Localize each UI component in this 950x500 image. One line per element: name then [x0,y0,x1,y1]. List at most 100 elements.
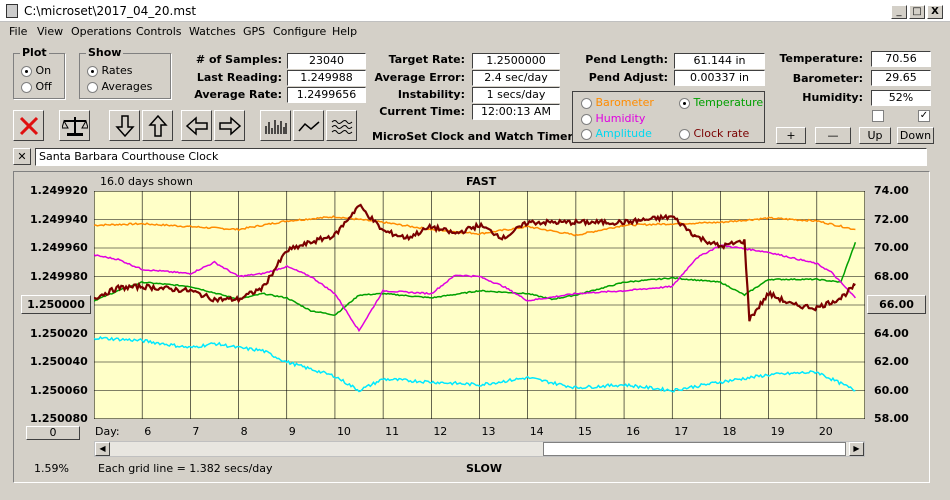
menu-operations[interactable]: Operations [71,25,132,38]
arrow-left-icon [185,115,208,136]
right-center-button[interactable]: 66.00 [867,295,926,314]
percent-label: 1.59% [34,462,69,475]
menu-configure[interactable]: Configure [273,25,327,38]
x-tick-label: 10 [336,425,351,438]
x-tick-label: 8 [240,425,248,438]
target-rate-value: 1.2500000 [472,53,560,69]
menu-file[interactable]: File [9,25,28,38]
samples-value: 23040 [287,53,366,69]
barometer-label: Barometer: [792,72,863,85]
legend-clock-rate[interactable]: Clock rate [679,127,749,140]
plot-on-radio[interactable]: On [21,64,51,77]
up-button[interactable]: Up [859,127,891,144]
left-tick-label: 1.249980 [30,269,88,283]
x-tick-label: 11 [385,425,400,438]
humidity-value: 52% [871,90,931,106]
arrow-left-button[interactable] [181,110,212,141]
plus-button[interactable]: + [776,127,806,144]
pend-adjust-value: 0.00337 in [674,70,765,86]
line-chart-icon [297,120,319,131]
humidity-label: Humidity: [802,91,863,104]
pend-length-value: 61.144 in [674,53,765,69]
arrow-up-button[interactable] [142,110,173,141]
arrow-right-icon [218,115,241,136]
slow-label: SLOW [466,462,503,475]
fast-label: FAST [466,175,497,188]
current-time-label: Current Time: [379,105,465,118]
series-humidity [94,244,856,333]
arrow-down-button[interactable] [109,110,140,141]
maximize-button[interactable]: □ [909,5,925,19]
x-tick-label: 18 [722,425,737,438]
x-tick-label: 15 [577,425,592,438]
menu-gps[interactable]: GPS [243,25,266,38]
scroll-thumb[interactable] [543,442,846,456]
app-icon [6,4,18,18]
last-reading-label: Last Reading: [196,71,282,84]
arrow-right-button[interactable] [214,110,245,141]
bars-view-button[interactable] [260,110,291,141]
scroll-right-button[interactable]: ▶ [849,442,864,456]
target-rate-label: Target Rate: [388,53,465,66]
series-barometer [94,215,856,237]
menu-view[interactable]: View [37,25,64,38]
wave-icon [331,119,352,134]
right-tick-label: 72.00 [874,212,909,226]
arrow-up-icon [147,114,168,137]
menu-help[interactable]: Help [332,25,358,38]
last-reading-value: 1.249988 [287,70,366,86]
series-temperature [94,242,857,316]
app-title: MicroSet Clock and Watch Timer [372,130,573,143]
title-bar: C:\microset\2017_04_20.mst _ □ X [0,0,950,22]
legend-humidity[interactable]: Humidity [581,112,645,125]
chart-plot-area [94,191,865,419]
wave-view-button[interactable] [326,110,357,141]
right-tick-label: 62.00 [874,355,909,368]
show-rates-radio[interactable]: Rates [87,64,132,77]
balance-button[interactable] [59,110,90,141]
legend-barometer[interactable]: Barometer [581,96,654,109]
clock-name-input[interactable]: Santa Barbara Courthouse Clock [35,148,927,166]
minimize-button[interactable]: _ [891,5,907,19]
right-tick-label: 60.00 [874,383,909,397]
days-shown-label: 16.0 days shown [100,175,193,188]
menu-controls[interactable]: Controls [136,25,182,38]
left-center-button[interactable]: 1.250000 [21,295,91,314]
instability-label: Instability: [397,88,465,101]
current-time-value: 12:00:13 AM [472,104,560,120]
checkbox-2[interactable]: ✓ [918,110,930,122]
pend-length-label: Pend Length: [585,53,668,66]
line-view-button[interactable] [293,110,324,141]
samples-label: # of Samples: [195,53,282,66]
x-tick-label: 7 [192,425,200,438]
plot-off-radio[interactable]: Off [21,80,52,93]
chart-panel [13,171,930,483]
show-group: Show Rates Averages [79,46,171,99]
legend-amplitude[interactable]: Amplitude [581,127,652,140]
horizontal-scrollbar[interactable]: ◀ ▶ [94,441,865,457]
x-tick-label: 9 [288,425,296,438]
plot-group-title: Plot [20,46,49,59]
series-amplitude [94,335,856,393]
clear-name-button[interactable]: ✕ [13,148,31,165]
left-tick-label: 1.249920 [30,184,88,197]
x-tick-label: 14 [529,425,544,438]
scroll-left-button[interactable]: ◀ [95,442,110,456]
x-tick-label: 19 [770,425,785,438]
right-tick-label: 70.00 [874,241,909,254]
show-group-title: Show [86,46,124,59]
left-bottom-button[interactable]: 0 [26,426,80,440]
average-rate-label: Average Rate: [194,88,282,101]
down-button[interactable]: Down [897,127,934,144]
x-tick-label: 13 [481,425,496,438]
left-tick-label: 1.250080 [30,412,88,425]
left-tick-label: 1.250020 [30,326,88,340]
close-window-button[interactable]: X [927,5,943,19]
plot-group: Plot On Off [13,46,65,99]
checkbox-1[interactable] [872,110,884,122]
menu-watches[interactable]: Watches [189,25,236,38]
legend-temperature[interactable]: Temperature [679,96,763,109]
show-averages-radio[interactable]: Averages [87,80,152,93]
stop-button[interactable] [13,110,44,141]
minus-button[interactable]: — [815,127,851,144]
